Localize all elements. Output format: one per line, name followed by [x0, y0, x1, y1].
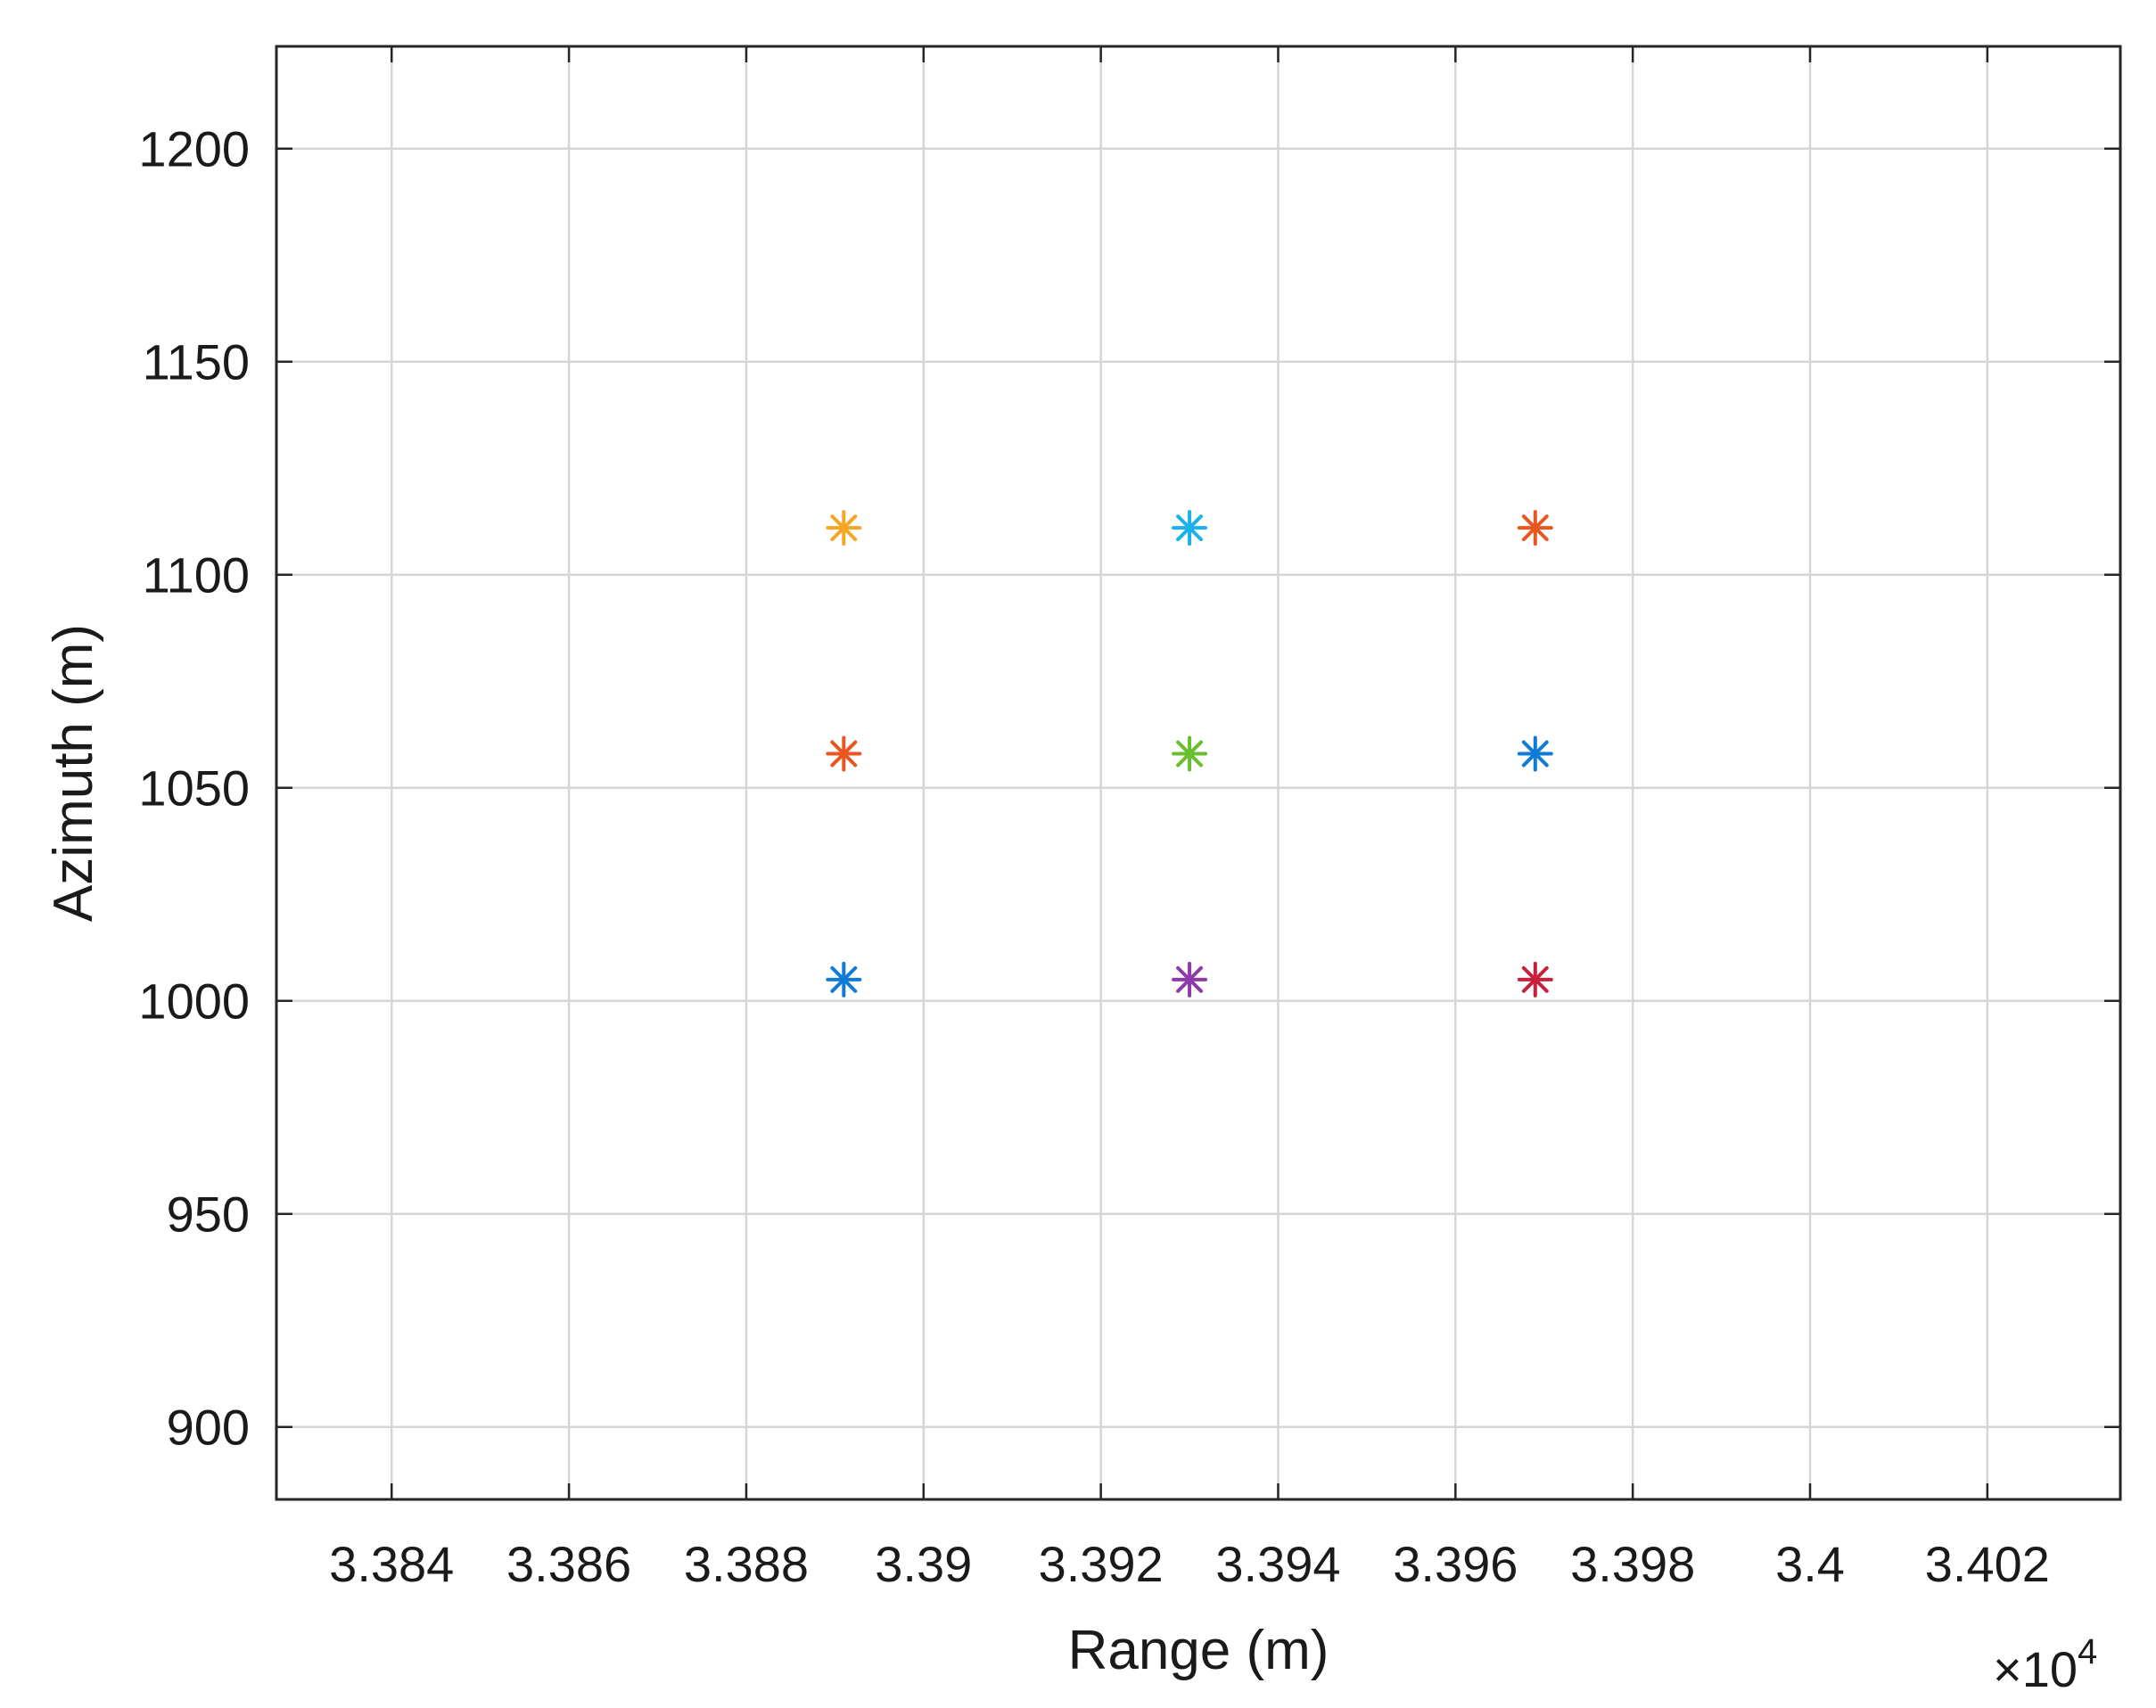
y-tick-label: 1200 [138, 121, 250, 177]
x-tick-label: 3.388 [684, 1536, 809, 1592]
y-axis-label: Azimuth (m) [43, 624, 104, 922]
y-tick-label: 1050 [138, 760, 250, 817]
data-point-marker [826, 735, 862, 772]
x-tick-label: 3.398 [1570, 1536, 1695, 1592]
x-tick-label: 3.386 [506, 1536, 631, 1592]
x-tick-label: 3.402 [1925, 1536, 2050, 1592]
data-point-marker [1172, 961, 1208, 998]
y-tick-label: 950 [167, 1187, 250, 1243]
y-tick-label: 900 [167, 1400, 250, 1456]
x-tick-label: 3.392 [1039, 1536, 1164, 1592]
x-tick-label: 3.384 [329, 1536, 454, 1592]
x-tick-label: 3.394 [1215, 1536, 1340, 1592]
data-point-marker [826, 510, 862, 546]
svg-text:×104: ×104 [1993, 1632, 2097, 1697]
x-tick-label: 3.39 [875, 1536, 972, 1592]
data-point-marker [826, 961, 862, 998]
exponent-power: 4 [2078, 1632, 2097, 1671]
y-tick-label: 1150 [143, 334, 250, 390]
data-point-marker [1517, 735, 1553, 772]
exponent-times: × [1993, 1641, 2022, 1697]
tick-marks [276, 46, 2120, 1499]
x-tick-label: 3.396 [1393, 1536, 1518, 1592]
data-point-marker [1172, 510, 1208, 546]
x-axis-label: Range (m) [1068, 1620, 1329, 1681]
exponent-base: 10 [2022, 1641, 2078, 1697]
data-point-marker [1517, 961, 1553, 998]
x-tick-label: 3.4 [1775, 1536, 1845, 1592]
data-point-marker [1517, 510, 1553, 546]
axes-box [275, 45, 2122, 1501]
y-tick-label: 1000 [138, 973, 250, 1030]
tick-labels: 3.384 3.386 3.388 3.39 3.392 3.394 3.396 3.398 3… [138, 121, 2050, 1592]
data-point-marker [1172, 735, 1208, 772]
grid-lines [276, 46, 2120, 1499]
y-tick-label: 1100 [143, 547, 250, 604]
data-points [826, 510, 1553, 998]
x-exponent: ×104 [1993, 1632, 2097, 1697]
